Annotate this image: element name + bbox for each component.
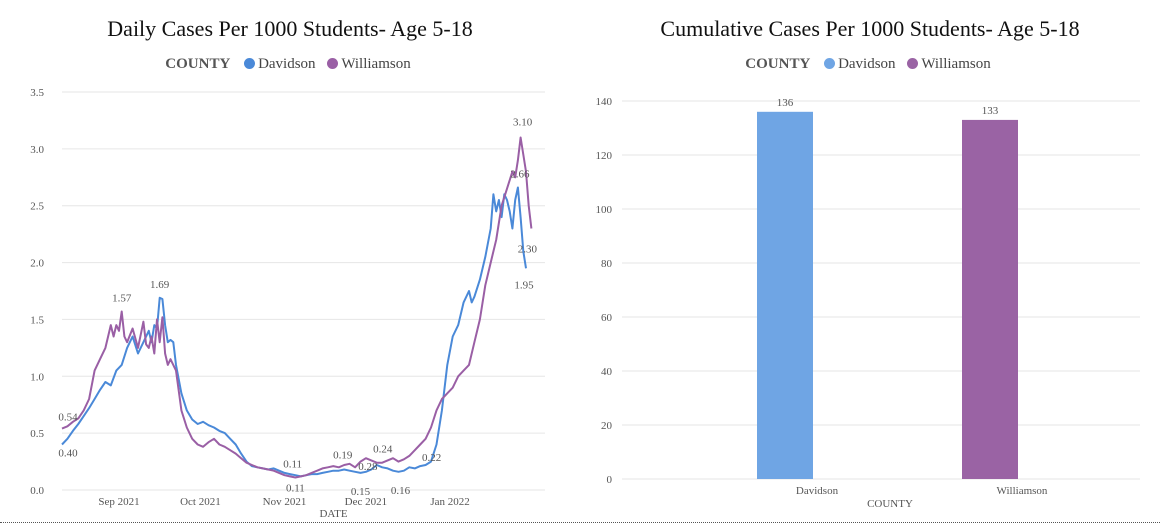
legend-title: COUNTY [165,56,231,72]
y-tick-label: 0.0 [30,485,44,497]
data-label: 2.30 [518,243,538,255]
legend-label-williamson[interactable]: Williamson [921,56,991,72]
data-label: 0.28 [358,461,378,473]
legend-marker-williamson [327,58,339,69]
legend-marker-davidson [244,58,256,69]
y-tick-label: 140 [596,96,613,108]
legend-label-davidson[interactable]: Davidson [838,56,896,72]
data-label: 1.69 [150,279,170,291]
data-label: 0.54 [58,412,78,424]
y-tick-label: 100 [596,204,613,216]
y-tick-label: 2.0 [30,258,44,270]
y-tick-label: 0.5 [30,428,44,440]
bar-data-label: 136 [777,97,794,109]
x-axis-title: DATE [319,508,347,520]
x-tick-label: Davidson [796,485,839,497]
chart-title: Daily Cases Per 1000 Students- Age 5-18 [107,16,473,41]
y-tick-label: 120 [596,150,613,162]
bar-williamson [962,119,1018,480]
chart-legend: COUNTY Davidson Williamson [0,56,580,73]
legend-title: COUNTY [745,56,811,72]
legend-label-davidson[interactable]: Davidson [258,56,316,72]
chart-legend: COUNTY Davidson Williamson [580,56,1160,73]
x-axis-title: COUNTY [867,498,913,510]
y-tick-label: 3.0 [30,144,44,156]
data-label: 0.15 [351,486,371,498]
data-label: 0.11 [286,482,305,494]
legend-marker-williamson [907,58,919,69]
bar-davidson [757,111,813,480]
x-tick-label: Dec 2021 [345,496,387,508]
data-label: 0.19 [333,449,353,461]
legend-marker-davidson [824,58,836,69]
data-label: 1.57 [112,292,132,304]
bar-data-label: 133 [982,105,999,117]
y-tick-label: 20 [601,420,613,432]
data-label: 3.10 [513,116,533,128]
bottom-divider [0,522,1160,523]
y-tick-label: 3.5 [30,87,44,99]
data-label: 0.40 [58,448,78,460]
series-line-williamson [61,136,533,479]
data-label: 0.11 [283,458,302,470]
chart-title: Cumulative Cases Per 1000 Students- Age … [660,16,1080,41]
cumulative-cases-bar-plot: 0 20 40 60 80 100 120 140 136 Davidson 133 Williams… [596,96,1140,510]
daily-cases-chart-panel: Daily Cases Per 1000 Students- Age 5-18 … [0,0,580,520]
y-tick-label: 0 [607,474,613,486]
y-tick-label: 80 [601,258,613,270]
x-tick-label: Sep 2021 [98,496,139,508]
x-tick-label: Jan 2022 [430,496,469,508]
y-tick-label: 1.0 [30,371,44,383]
x-tick-label: Nov 2021 [263,496,307,508]
data-label: 1.95 [514,279,534,291]
daily-cases-line-plot: 0.0 0.5 1.0 1.5 2.0 2.5 3.0 3.5 Sep 2021 Oct 2021… [30,87,545,520]
y-tick-label: 1.5 [30,314,44,326]
x-tick-label: Oct 2021 [180,496,221,508]
data-label: 2.66 [510,169,530,181]
data-label: 0.16 [391,485,411,497]
cumulative-cases-chart-panel: Cumulative Cases Per 1000 Students- Age … [580,0,1160,520]
y-tick-label: 2.5 [30,201,44,213]
y-tick-label: 40 [601,366,613,378]
y-tick-label: 60 [601,312,613,324]
legend-label-williamson[interactable]: Williamson [341,56,411,72]
data-label: 0.24 [373,444,393,456]
x-tick-label: Williamson [997,485,1048,497]
data-label: 0.22 [422,452,441,464]
